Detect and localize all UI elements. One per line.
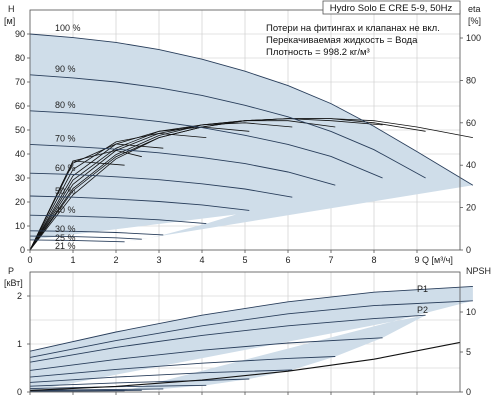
series-label-p1: P1 xyxy=(417,284,428,294)
speed-label: 30 % xyxy=(55,224,76,234)
head-curve xyxy=(29,74,426,179)
speed-label: 40 % xyxy=(55,205,76,215)
speed-label: 90 % xyxy=(55,64,76,74)
power-curves xyxy=(29,285,473,392)
power-p2-curve xyxy=(29,300,473,358)
y-tick-label: 1 xyxy=(17,339,22,349)
efficiency-curve xyxy=(29,160,125,251)
power-p1-curve xyxy=(29,337,383,371)
x-tick-label: 6 xyxy=(285,255,290,265)
x-tick-label: 3 xyxy=(156,255,161,265)
npsh-curve xyxy=(29,341,461,391)
y-tick-label: 30 xyxy=(15,173,25,183)
speed-label: 50 % xyxy=(55,186,76,196)
y-tick-label: 90 xyxy=(15,29,25,39)
chart-note: Перекачиваемая жидкость = Вода xyxy=(266,35,418,46)
efficiency-curves xyxy=(29,118,473,251)
y2-tick-label: 60 xyxy=(466,118,476,128)
power-p1-curve xyxy=(29,378,250,387)
chart-note: Плотность = 998.2 кг/м³ xyxy=(266,47,370,58)
power-p1-curve xyxy=(29,285,473,352)
npsh-axis-name: NPSH xyxy=(466,266,491,276)
y-tick-label: 10 xyxy=(15,221,25,231)
y-axis-unit: [м] xyxy=(4,16,15,26)
head-efficiency-panel: 0 10 20 30 40 50 60 70 80 90 0 20 40 60 80 100 0 1 2 3 4 5 6 7 8… xyxy=(4,0,481,265)
x-tick-label: 7 xyxy=(328,255,333,265)
chart-note: Потери на фитингах и клапанах не вкл. xyxy=(266,23,440,34)
power-axis-labels: P [кВт] NPSH P1 P2 xyxy=(4,266,491,315)
head-axes: 0 10 20 30 40 50 60 70 80 90 0 20 40 60 80 100 0 1 2 3 4 5 6 7 8… xyxy=(15,9,481,265)
y-tick-label: 70 xyxy=(15,77,25,87)
head-curve xyxy=(29,235,142,240)
y-axis-name: H xyxy=(8,4,15,14)
series-label-p2: P2 xyxy=(417,305,428,315)
speed-label: 25 % xyxy=(55,233,76,243)
x-axis-label: Q [м³/ч] xyxy=(422,255,453,265)
x-tick-label: 9 xyxy=(414,255,419,265)
y-tick-label: 20 xyxy=(15,197,25,207)
x-tick-label: 1 xyxy=(70,255,75,265)
p-axis-name: P xyxy=(8,266,14,276)
head-axis-labels: Hydro Solo E CRE 5-9, 50Hz Потери на фити… xyxy=(4,0,481,265)
power-npsh-panel: 0 1 2 0 5 10 P [кВт] NPSH P1 P2 xyxy=(4,266,491,397)
x-tick-label: 2 xyxy=(113,255,118,265)
y-tick-label: 80 xyxy=(15,53,25,63)
head-curve xyxy=(29,33,474,186)
y2-tick-label: 20 xyxy=(466,203,476,213)
y-tick-label: 0 xyxy=(17,387,22,397)
title-box xyxy=(322,0,461,15)
power-p1-curve xyxy=(29,314,426,363)
efficiency-curve xyxy=(29,143,164,251)
head-curve xyxy=(29,143,336,186)
speed-label: 70 % xyxy=(55,133,76,143)
head-curve xyxy=(29,230,164,236)
power-range-envelope xyxy=(30,286,473,392)
y2-tick-label: 5 xyxy=(466,347,471,357)
speed-label: 100 % xyxy=(55,23,81,33)
y2-tick-label: 0 xyxy=(466,245,471,255)
y-tick-label: 50 xyxy=(15,125,25,135)
y2-tick-label: 80 xyxy=(466,75,476,85)
chart-title: Hydro Solo E CRE 5-9, 50Hz xyxy=(330,3,453,14)
head-curve xyxy=(29,195,250,211)
y-tick-label: 0 xyxy=(20,245,25,255)
speed-label: 60 % xyxy=(55,163,76,173)
speed-label: 21 % xyxy=(55,241,76,251)
y2-tick-label: 0 xyxy=(466,387,471,397)
y2-axis-name: eta xyxy=(468,4,481,14)
head-curve xyxy=(29,214,207,225)
head-curve xyxy=(29,239,125,243)
power-p1-curve xyxy=(29,369,293,383)
y-tick-label: 2 xyxy=(17,291,22,301)
x-tick-label: 0 xyxy=(27,255,32,265)
operating-range-envelope xyxy=(30,34,473,242)
power-p1-curve xyxy=(29,356,336,378)
x-tick-label: 4 xyxy=(199,255,204,265)
y2-axis-unit: [%] xyxy=(468,16,481,26)
speed-labels: 100 % 90 % 80 % 70 % 60 % 50 % 40 % 30 %25 %21 … xyxy=(55,23,81,251)
head-curves xyxy=(29,33,474,243)
efficiency-curve xyxy=(29,132,207,251)
x-tick-label: 8 xyxy=(371,255,376,265)
power-p1-curve xyxy=(29,390,125,392)
x-tick-label: 5 xyxy=(242,255,247,265)
y-tick-label: 40 xyxy=(15,149,25,159)
speed-label: 80 % xyxy=(55,100,76,110)
head-curve xyxy=(29,172,293,198)
y2-tick-label: 100 xyxy=(466,33,481,43)
y2-tick-label: 10 xyxy=(466,307,476,317)
power-axes: 0 1 2 0 5 10 xyxy=(17,271,476,397)
y-tick-label: 60 xyxy=(15,101,25,111)
power-p1-curve xyxy=(29,388,164,391)
head-curve xyxy=(29,110,383,179)
y2-tick-label: 40 xyxy=(466,160,476,170)
p-axis-unit: [кВт] xyxy=(4,278,23,288)
